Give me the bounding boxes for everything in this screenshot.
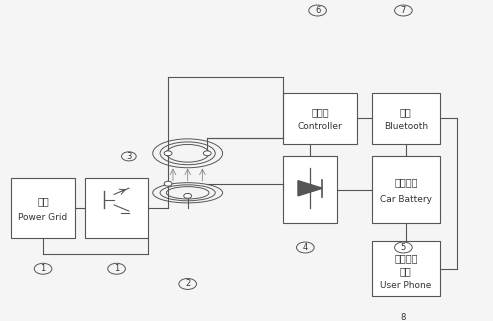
Text: User Phone: User Phone xyxy=(380,281,431,290)
Text: 7: 7 xyxy=(401,6,406,15)
FancyBboxPatch shape xyxy=(372,92,440,144)
Text: 3: 3 xyxy=(126,152,132,161)
Text: 2: 2 xyxy=(185,280,190,289)
FancyBboxPatch shape xyxy=(283,92,357,144)
Text: 用户手持: 用户手持 xyxy=(394,253,418,263)
FancyBboxPatch shape xyxy=(85,178,148,239)
Text: 控制器: 控制器 xyxy=(311,107,329,117)
FancyBboxPatch shape xyxy=(372,156,440,223)
Text: 电网: 电网 xyxy=(37,196,49,206)
Text: 1: 1 xyxy=(40,264,46,273)
FancyBboxPatch shape xyxy=(372,241,440,296)
Circle shape xyxy=(164,181,172,186)
Circle shape xyxy=(184,194,192,198)
Polygon shape xyxy=(298,181,322,196)
FancyBboxPatch shape xyxy=(283,156,337,223)
Circle shape xyxy=(203,151,211,156)
Text: 终端: 终端 xyxy=(400,266,412,276)
Text: Power Grid: Power Grid xyxy=(18,213,68,221)
Text: Controller: Controller xyxy=(298,122,343,131)
Text: 4: 4 xyxy=(303,243,308,252)
Text: 6: 6 xyxy=(315,6,320,15)
Text: 蓝牙: 蓝牙 xyxy=(400,107,412,117)
Text: Bluetooth: Bluetooth xyxy=(384,122,428,131)
Text: 1: 1 xyxy=(114,264,119,273)
FancyBboxPatch shape xyxy=(11,178,75,239)
Text: 车载电池: 车载电池 xyxy=(394,177,418,187)
Circle shape xyxy=(164,151,172,156)
Text: 8: 8 xyxy=(401,313,406,321)
Text: 5: 5 xyxy=(401,243,406,252)
Text: Car Battery: Car Battery xyxy=(380,195,432,204)
